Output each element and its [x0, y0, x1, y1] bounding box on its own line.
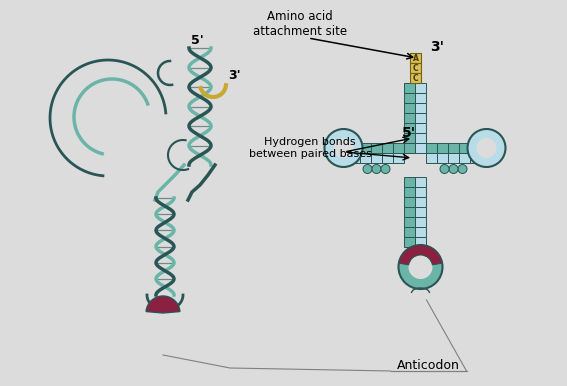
Bar	[404, 207, 415, 217]
Circle shape	[324, 129, 362, 167]
Bar	[404, 103, 415, 113]
Bar	[415, 237, 426, 247]
Bar	[415, 103, 426, 113]
Bar	[382, 153, 393, 163]
Bar	[360, 153, 371, 163]
Bar	[415, 83, 426, 93]
Bar	[415, 187, 426, 197]
Bar	[409, 63, 421, 73]
Bar	[409, 53, 421, 63]
Bar	[426, 143, 437, 153]
Bar	[404, 123, 415, 133]
Circle shape	[476, 138, 497, 158]
Wedge shape	[146, 296, 180, 313]
Text: 3': 3'	[430, 40, 444, 54]
Bar	[371, 153, 382, 163]
Bar	[404, 83, 415, 93]
Text: 5': 5'	[402, 126, 416, 140]
Bar	[415, 177, 426, 187]
Bar	[448, 143, 459, 153]
Bar	[415, 217, 426, 227]
Bar	[404, 133, 415, 143]
Bar	[470, 153, 481, 163]
Bar	[415, 113, 426, 123]
Bar	[404, 187, 415, 197]
Bar	[415, 197, 426, 207]
Circle shape	[333, 138, 353, 158]
Bar	[415, 207, 426, 217]
Circle shape	[399, 245, 442, 289]
Bar	[393, 153, 404, 163]
Text: Amino acid
attachment site: Amino acid attachment site	[253, 10, 347, 38]
Bar	[448, 153, 459, 163]
Bar	[404, 143, 415, 153]
Circle shape	[363, 164, 372, 173]
Bar	[349, 153, 360, 163]
Bar	[426, 153, 437, 163]
Bar	[470, 143, 481, 153]
Text: 5': 5'	[191, 34, 204, 47]
Bar	[415, 133, 426, 143]
Circle shape	[468, 129, 506, 167]
Text: A: A	[413, 54, 418, 63]
Bar	[360, 143, 371, 153]
Circle shape	[440, 164, 449, 173]
Circle shape	[381, 164, 390, 173]
Bar	[393, 143, 404, 153]
Bar	[415, 123, 426, 133]
Bar	[404, 93, 415, 103]
Text: Anticodon: Anticodon	[397, 359, 460, 372]
Text: C: C	[413, 64, 418, 73]
Bar	[404, 113, 415, 123]
Bar	[459, 143, 470, 153]
Bar	[437, 153, 448, 163]
Bar	[404, 177, 415, 187]
Bar	[371, 143, 382, 153]
Text: Hydrogen bonds
between paired bases: Hydrogen bonds between paired bases	[248, 137, 371, 159]
Bar	[409, 73, 421, 83]
Bar	[415, 227, 426, 237]
Bar	[415, 143, 426, 153]
Wedge shape	[399, 245, 442, 265]
Circle shape	[408, 255, 433, 279]
Bar	[382, 143, 393, 153]
Bar	[404, 217, 415, 227]
Circle shape	[449, 164, 458, 173]
Bar	[415, 93, 426, 103]
Circle shape	[372, 164, 381, 173]
Circle shape	[458, 164, 467, 173]
Bar	[437, 143, 448, 153]
Text: C: C	[413, 74, 418, 83]
Bar	[404, 237, 415, 247]
Bar	[404, 227, 415, 237]
Text: 3': 3'	[228, 69, 240, 82]
Bar	[349, 143, 360, 153]
Bar	[404, 197, 415, 207]
Bar	[459, 153, 470, 163]
